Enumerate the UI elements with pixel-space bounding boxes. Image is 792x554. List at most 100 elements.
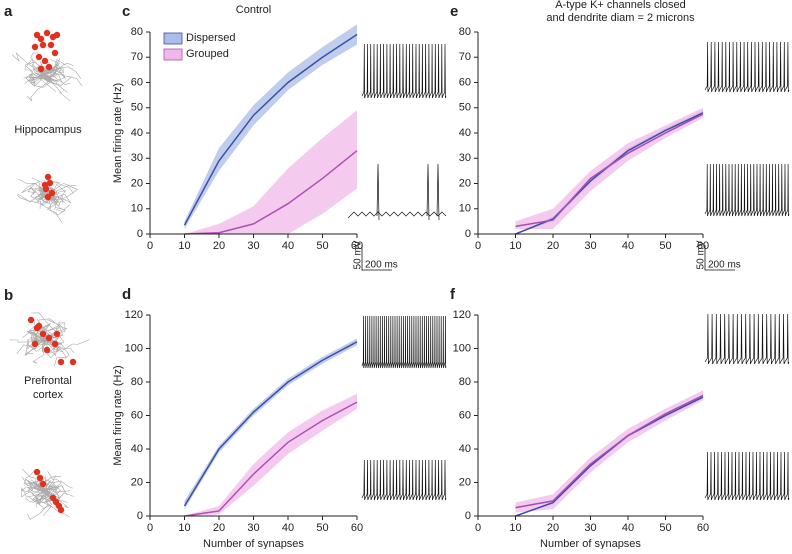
voltage-trace (361, 315, 447, 369)
x-tick-label: 0 (147, 240, 153, 252)
spike (376, 163, 380, 221)
y-tick-label: 40 (459, 443, 471, 455)
synapse (47, 41, 55, 49)
synapse (35, 322, 43, 330)
y-tick-label: 10 (459, 203, 471, 215)
y-tick-label: 70 (459, 51, 471, 63)
x-tick-label: 60 (697, 522, 709, 534)
x-tick-label: 50 (316, 240, 328, 252)
x-tick-label: 10 (509, 240, 521, 252)
series-line (183, 33, 358, 226)
y-axis-label: Mean firing rate (Hz) (112, 365, 124, 465)
synapse (51, 340, 59, 348)
y-tick-label: 0 (137, 228, 143, 240)
dendrite (29, 182, 49, 201)
y-tick-label: 60 (131, 76, 143, 88)
region-label: Hippocampus (14, 124, 82, 136)
dendrite (32, 339, 46, 364)
x-tick-label: 30 (584, 240, 596, 252)
y-tick-label: 40 (459, 127, 471, 139)
dendrite (26, 339, 49, 352)
dendrite (26, 74, 49, 102)
synapse (43, 346, 51, 354)
voltage-trace (347, 211, 447, 219)
synapse (31, 43, 39, 51)
dendrite (44, 62, 75, 78)
x-tick-label: 40 (282, 240, 294, 252)
panel-label: c (122, 3, 130, 20)
x-tick-label: 30 (584, 522, 596, 534)
scale-time: 200 ms (708, 260, 741, 271)
panel-label: d (122, 286, 131, 303)
y-tick-label: 120 (453, 309, 471, 321)
synapse (45, 63, 53, 71)
voltage-trace (704, 41, 790, 93)
synapse (37, 65, 45, 73)
x-tick-label: 60 (697, 240, 709, 252)
x-tick-label: 20 (547, 522, 559, 534)
y-tick-label: 60 (131, 409, 143, 421)
synapse (41, 57, 49, 65)
synapse (48, 189, 56, 197)
y-tick-label: 100 (125, 342, 143, 354)
x-tick-label: 30 (247, 240, 259, 252)
x-tick-label: 50 (659, 522, 671, 534)
dendrite (44, 59, 61, 76)
synapse (53, 330, 61, 338)
y-tick-label: 80 (131, 376, 143, 388)
y-tick-label: 10 (131, 203, 143, 215)
dendrite (44, 322, 66, 341)
dendrite (17, 193, 49, 203)
dendrite (33, 333, 57, 343)
x-tick-label: 10 (178, 240, 190, 252)
synapse (37, 35, 45, 43)
dendrite (45, 484, 67, 495)
x-tick-label: 20 (547, 240, 559, 252)
synapse (57, 358, 65, 366)
dendrite (41, 65, 53, 83)
y-tick-label: 80 (131, 26, 143, 38)
x-tick-label: 40 (622, 240, 634, 252)
synapse (39, 480, 47, 488)
voltage-trace (704, 451, 790, 501)
x-tick-label: 20 (213, 522, 225, 534)
synapse (44, 173, 52, 181)
x-axis-label: Number of synapses (203, 538, 304, 549)
synapse (69, 358, 77, 366)
synapse (57, 506, 65, 514)
dendrite (36, 69, 71, 85)
y-tick-label: 20 (131, 177, 143, 189)
dendrite (25, 489, 46, 503)
dendrite (27, 181, 49, 196)
y-tick-label: 0 (465, 228, 471, 240)
x-tick-label: 0 (147, 522, 153, 534)
y-axis-label: Mean firing rate (Hz) (112, 83, 124, 183)
x-tick-label: 50 (659, 240, 671, 252)
legend-swatch (163, 48, 183, 61)
dendrite (44, 59, 66, 76)
y-tick-label: 0 (465, 510, 471, 522)
x-tick-label: 40 (282, 522, 294, 534)
x-tick-label: 60 (351, 522, 363, 534)
dendrite (47, 194, 66, 213)
x-tick-label: 50 (316, 522, 328, 534)
scale-time: 200 ms (365, 260, 398, 271)
y-tick-label: 50 (131, 102, 143, 114)
synapse (43, 29, 51, 37)
dendrite (44, 74, 83, 87)
dendrite (24, 61, 46, 76)
dendrite (44, 489, 68, 503)
synapse (27, 316, 35, 324)
dendrite (44, 489, 70, 518)
dendrite (39, 488, 71, 499)
panel-label: a (4, 3, 13, 20)
x-tick-label: 0 (475, 240, 481, 252)
x-tick-label: 10 (509, 522, 521, 534)
dendrite (22, 329, 46, 341)
y-tick-label: 20 (459, 177, 471, 189)
series-line (184, 150, 358, 235)
dendrite (28, 70, 46, 87)
synapse (51, 49, 59, 57)
y-tick-label: 60 (459, 76, 471, 88)
synapse (33, 468, 41, 476)
